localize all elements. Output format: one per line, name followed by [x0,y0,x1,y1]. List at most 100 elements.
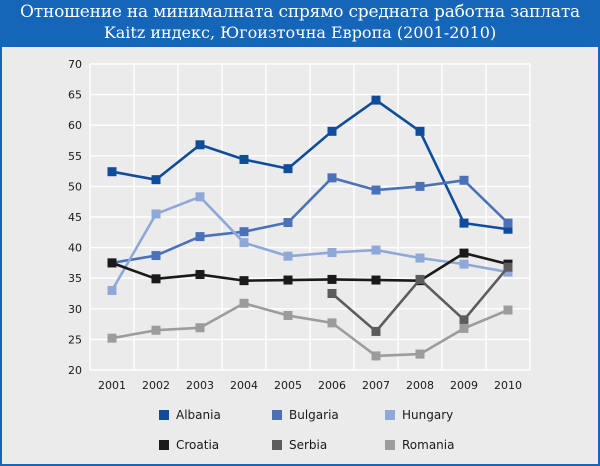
x-tick-label: 2010 [494,379,522,392]
y-tick-label: 45 [68,211,82,224]
data-point [371,275,381,285]
x-tick-label: 2008 [406,379,434,392]
x-tick-label: 2005 [274,379,302,392]
data-point [195,140,205,150]
legend-item: Serbia [272,438,327,452]
data-point [107,258,117,268]
series-albania [107,95,513,234]
series-line-segment [462,265,510,322]
y-tick-label: 40 [68,242,82,255]
series-line-segment [110,328,158,340]
legend-item: Romania [385,438,454,452]
legend-item: Albania [159,408,221,422]
x-tick-label: 2006 [318,379,346,392]
legend-swatch [385,440,395,450]
series-line-segment [198,143,246,161]
series-line-segment [462,262,510,274]
series-line-segment [110,170,158,181]
series-line-segment [462,178,510,225]
y-tick-label: 70 [68,58,82,71]
chart-title: Отношение на минималната спрямо средната… [20,2,580,22]
series-romania [107,298,513,361]
chart-subtitle: Kaitz индекс, Югоизточна Европа (2001-20… [103,23,497,42]
y-tick-label: 35 [68,272,82,285]
legend-swatch [159,440,169,450]
data-point [327,247,337,257]
data-point [459,248,469,258]
data-point [195,232,205,242]
legend-label: Croatia [176,438,219,452]
data-point [371,351,381,361]
data-point [239,276,249,286]
series-line-segment [154,326,202,332]
x-tick-label: 2001 [98,379,126,392]
series-line-segment [462,308,510,330]
series-line-segment [242,301,290,317]
series-line-segment [198,230,246,238]
grid-lines [89,63,531,371]
data-point [283,218,293,228]
series-line-segment [418,130,466,225]
x-tick-label: 2003 [186,379,214,392]
legend-label: Bulgaria [289,408,339,422]
y-tick-label: 25 [68,333,82,346]
data-point [327,318,337,328]
y-tick-label: 50 [68,180,82,193]
y-tick-label: 60 [68,119,82,132]
series-line-segment [110,254,158,265]
legend-label: Romania [402,438,454,452]
x-axis: 2001 2002 2003 2004 2005 2006 2007 2008 2009 2010 [98,379,522,392]
series-line-segment [242,241,290,258]
y-tick-label: 30 [68,303,82,316]
series-line-segment [198,273,246,282]
series-line-segment [330,98,378,133]
legend-label: Albania [176,408,221,422]
data-point [371,185,381,195]
series-line-segment [286,176,334,224]
data-point [327,289,337,298]
series-line-segment [418,256,466,266]
data-point [107,333,117,343]
chart-panel: 20 25 30 35 40 45 50 55 60 65 70 2001 2002 2003 2004 20… [2,47,598,464]
series-line-segment [198,301,246,330]
data-point [327,126,337,136]
data-point [151,209,161,219]
data-point [503,305,513,315]
legend-label: Hungary [402,408,453,422]
data-point [459,259,469,269]
title-block: Отношение на минималната спрямо средната… [0,0,600,46]
data-point [327,173,337,183]
data-point [151,251,161,261]
data-point [371,245,381,255]
series-line-segment [286,278,334,282]
series-line-segment [154,273,202,281]
series-line-segment [286,251,334,258]
legend-item: Croatia [159,438,219,452]
legend-swatch [272,410,282,420]
legend-swatch [385,410,395,420]
data-point [283,251,293,261]
series-line-segment [110,261,158,281]
series-line-segment [418,327,466,356]
data-point [459,218,469,228]
data-point [371,95,381,105]
data-point [459,323,469,333]
series-line-segment [154,195,202,216]
data-point [327,274,337,284]
data-point [283,164,293,174]
data-point [415,126,425,136]
data-point [371,326,381,336]
data-point [283,311,293,321]
data-point [459,315,469,325]
series-line-segment [286,314,334,325]
data-point [239,298,249,308]
series-line-segment [418,251,466,282]
legend: Albania Bulgaria Hungary Croatia Serbia Roman… [159,408,454,452]
series-line-segment [110,212,158,292]
data-point [415,349,425,359]
data-point [107,285,117,295]
y-tick-label: 55 [68,150,82,163]
data-point [503,262,513,272]
legend-item: Bulgaria [272,408,339,422]
